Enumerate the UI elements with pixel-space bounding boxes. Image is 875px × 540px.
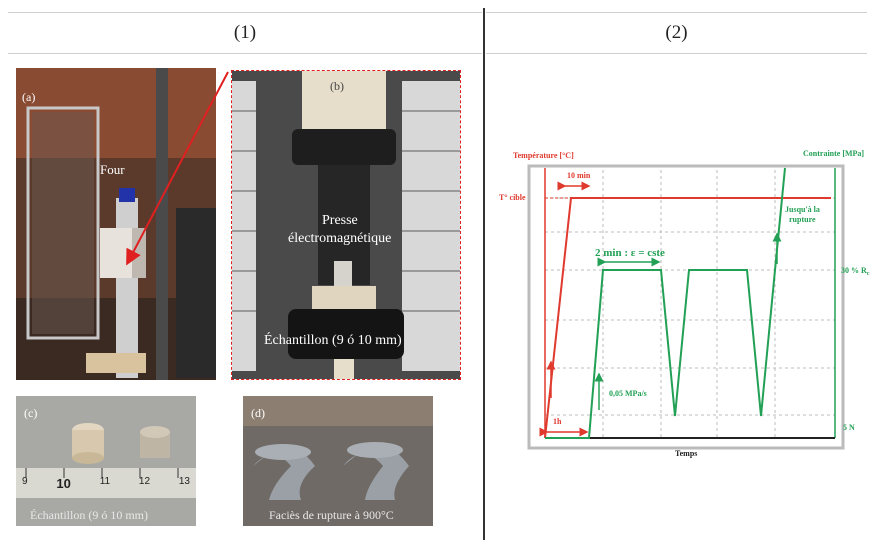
t-cible-label: T° cible [499, 193, 526, 202]
one-h-label: 1h [553, 417, 562, 426]
jusqua-line2: rupture [789, 215, 816, 224]
x-axis-label: Temps [675, 449, 697, 458]
two-min-label: 2 min : ε = cste [595, 247, 665, 259]
photo-b-label: (b) [330, 79, 344, 93]
photo-a-label: (a) [22, 90, 36, 104]
photo-c-image [16, 396, 196, 526]
column-divider [483, 8, 485, 540]
photo-d-fracture: (d) Faciès de rupture à 900°C [243, 396, 433, 526]
photo-b-presse-line1: Presse [322, 213, 358, 228]
ruler-numbers: 9 10 11 12 13 [16, 476, 196, 491]
plot-frame [527, 164, 845, 450]
ruler-number: 10 [56, 476, 71, 491]
ruler-number: 11 [99, 476, 111, 487]
y-left-label: Température [°C] [513, 151, 574, 160]
y-right-label: Contrainte [MPa] [803, 149, 864, 158]
ten-min-label: 10 min [567, 171, 591, 180]
photo-a-image [16, 68, 216, 380]
ruler-number: 12 [138, 476, 151, 487]
ruler-number: 13 [178, 476, 190, 487]
column-header-right: (2) [486, 12, 867, 54]
photo-a-four-label: Four [100, 162, 125, 177]
stress-curve [545, 167, 786, 439]
jusqua-line1: Jusqu'à la [785, 205, 820, 214]
photo-c-label: (c) [24, 406, 38, 420]
photo-b-image [232, 71, 460, 379]
photo-d-label: (d) [251, 406, 265, 420]
temperature-curve [544, 197, 831, 439]
column-header-left-label: (1) [233, 22, 257, 43]
column-header-right-label: (2) [665, 22, 688, 43]
photo-a-furnace-setup: (a) Four [16, 68, 216, 380]
column-header-left: (1) [8, 12, 482, 54]
five-n-label: 5 N [843, 423, 855, 432]
photo-d-caption: Faciès de rupture à 900°C [269, 508, 394, 522]
photo-d-image [243, 396, 433, 526]
test-protocol-diagram: Température [°C] Contrainte [MPa] T° cib… [499, 149, 870, 458]
ruler-number: 9 [22, 476, 28, 487]
photo-b-press-closeup: (b) Presse électromagnétique Échantillon… [231, 70, 461, 380]
grid [545, 170, 835, 438]
rate-label: 0,05 MPa/s [609, 389, 647, 398]
photo-c-caption: Échantillon (9 ó 10 mm) [30, 508, 148, 522]
thirty-pct-label: 30 % Rc [841, 266, 870, 277]
photo-b-presse-line2: électromagnétique [288, 231, 392, 246]
photo-b-echantillon-label: Échantillon (9 ó 10 mm) [264, 333, 402, 348]
photo-c-samples: (c) 9 10 11 12 13 Échantillon (9 ó 10 mm… [16, 396, 196, 526]
